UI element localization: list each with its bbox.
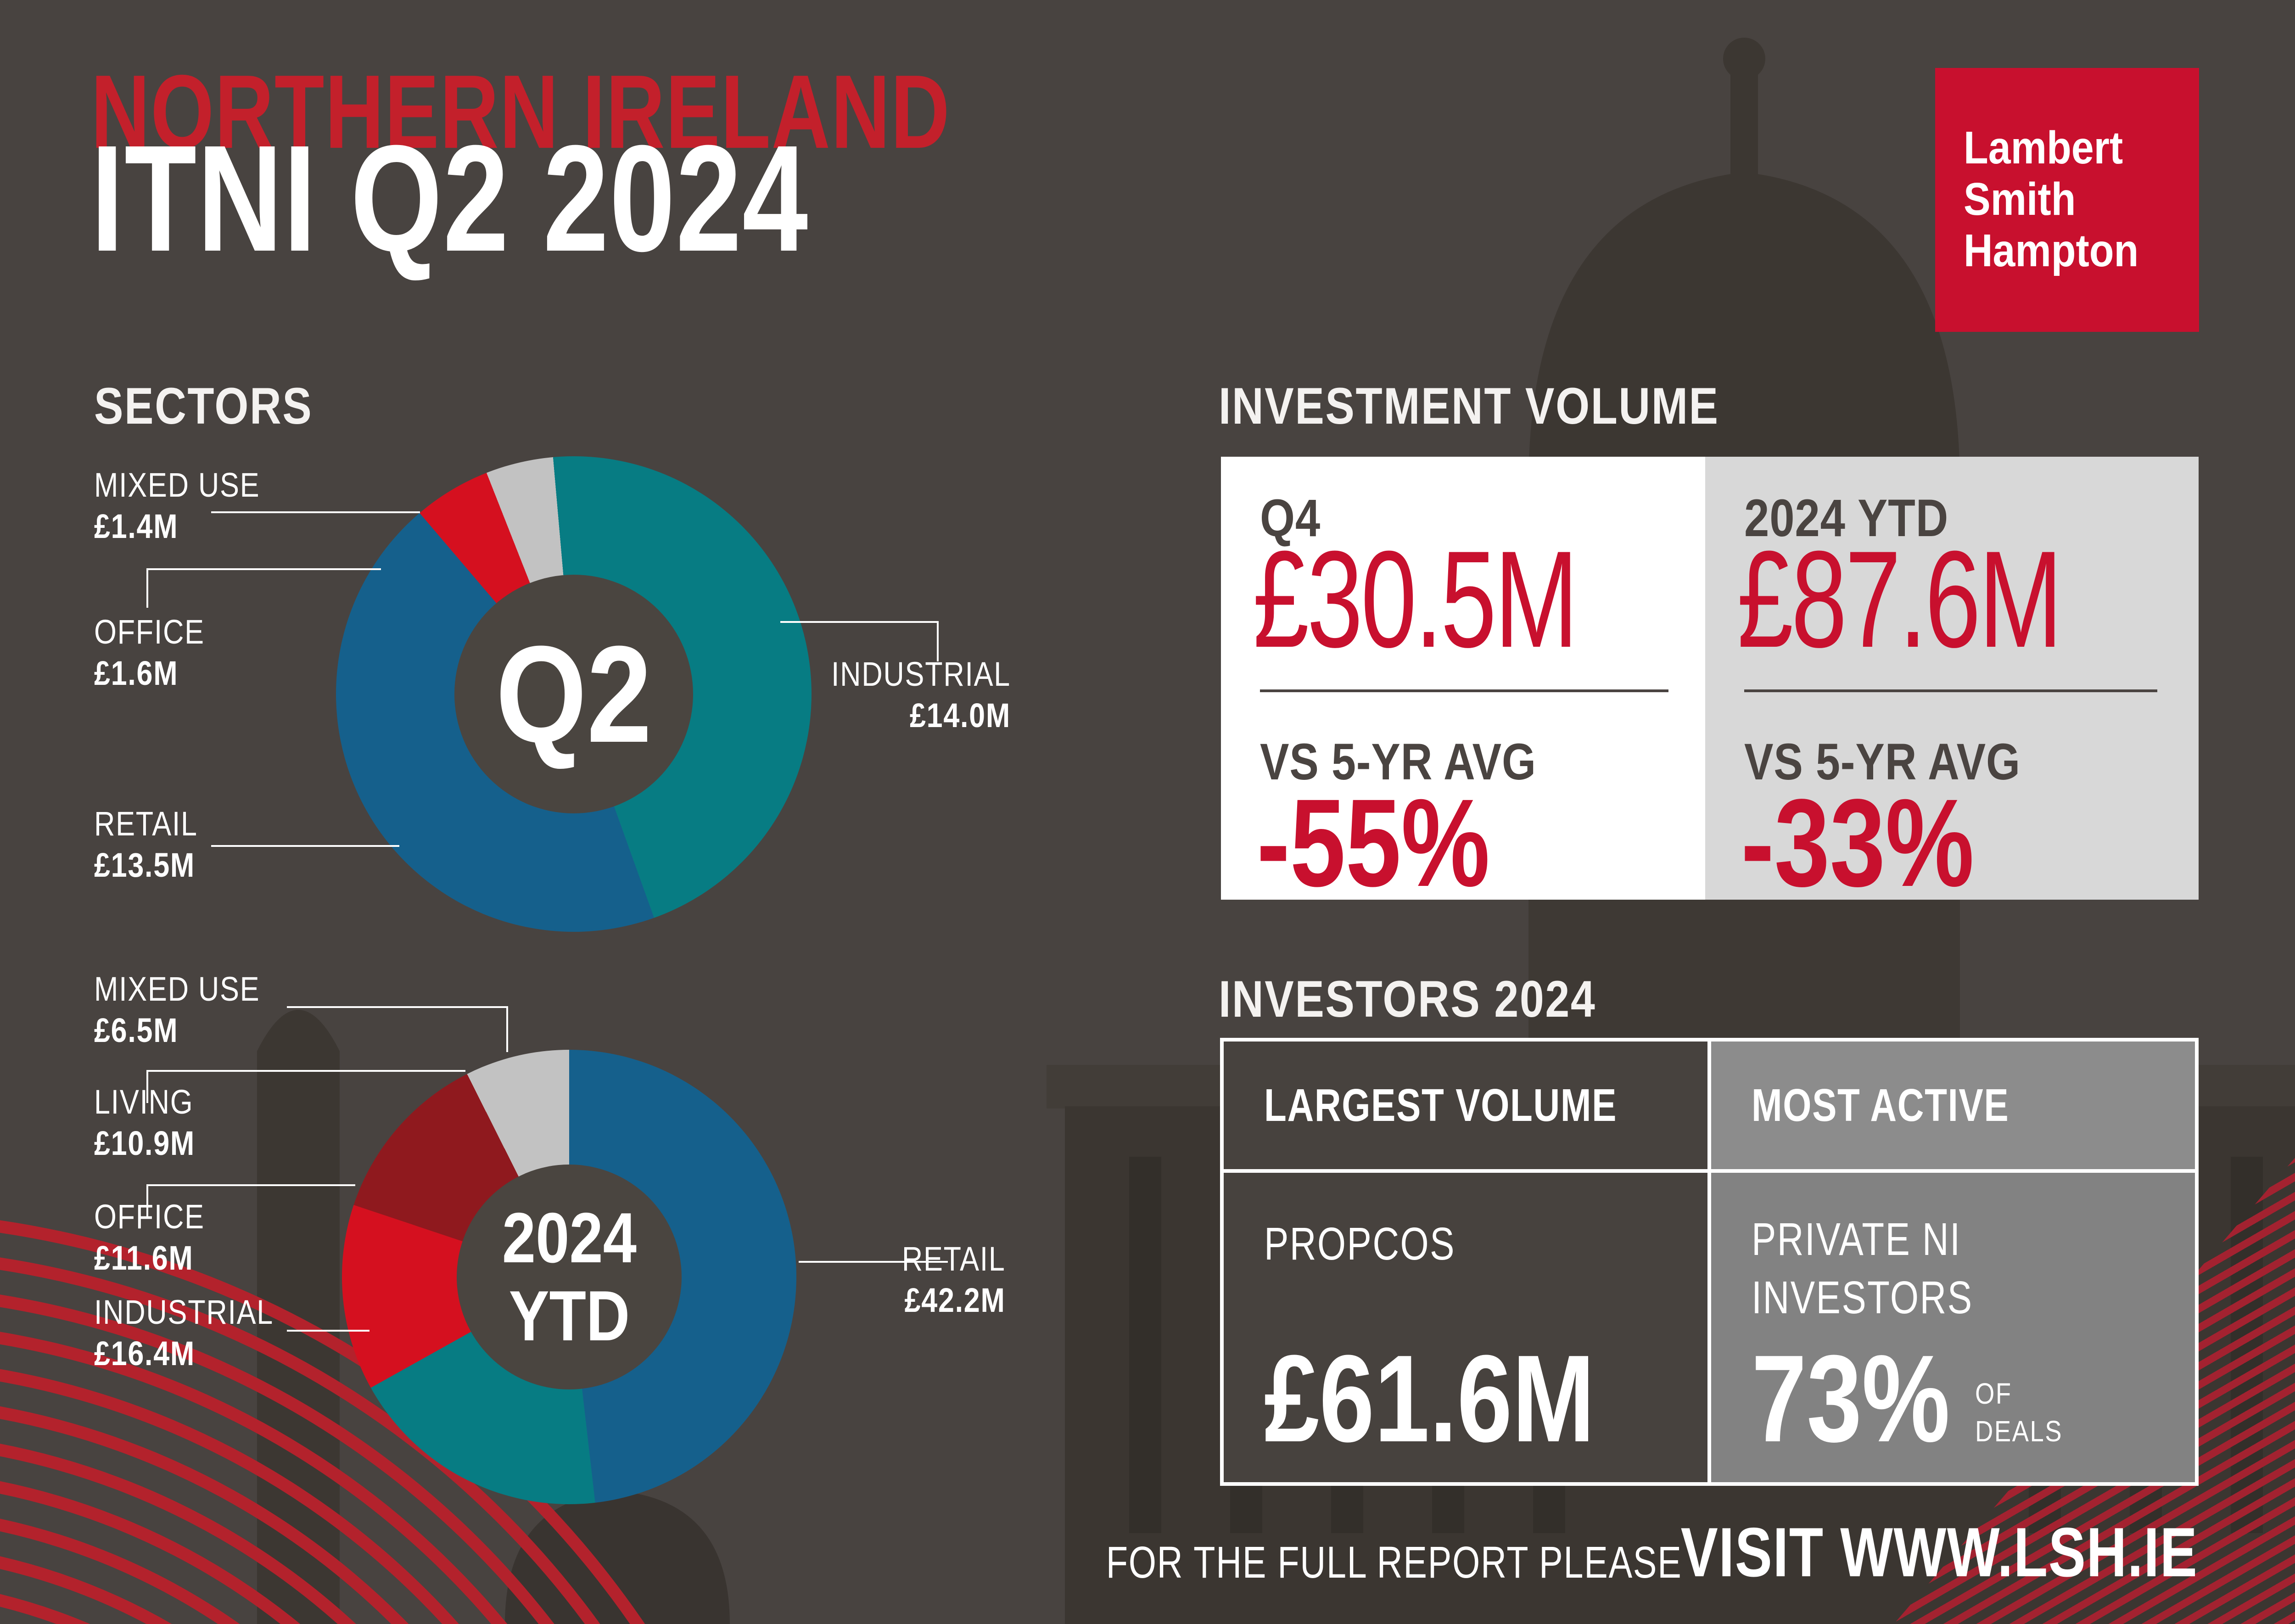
ytd-vs-avg-value: -33% — [1741, 773, 1974, 913]
investment-volume-card: Q4 £30.5M VS 5-YR AVG -55% 2024 YTD £87.… — [1221, 457, 2199, 905]
largest-volume-investor: PROPCOS — [1264, 1218, 1455, 1270]
sector-label-retail-ytd: RETAIL £42.2M — [902, 1240, 1006, 1319]
q-volume-value: £30.5M — [1253, 522, 1579, 676]
largest-volume-header-cell: LARGEST VOLUME — [1224, 1042, 1707, 1169]
ytd-period-label: 2024 YTD — [1744, 489, 1949, 548]
q-vs-avg-label: VS 5-YR AVG — [1260, 733, 1536, 790]
leader-line — [211, 511, 420, 513]
sector-label-living-ytd: LIVING £10.9M — [94, 1083, 196, 1162]
most-active-value: 73% — [1752, 1330, 1950, 1468]
leader-line — [146, 1070, 465, 1072]
leader-line — [146, 568, 381, 570]
largest-volume-body-cell: PROPCOS £61.6M — [1224, 1173, 1707, 1482]
leader-line — [287, 1330, 369, 1332]
q-period-label: Q4 — [1260, 489, 1321, 548]
q2-donut-center-label: Q2 — [495, 617, 652, 771]
divider — [1744, 689, 2157, 692]
headline-kicker: NORTHERN IRELAND — [91, 54, 951, 170]
ytd-vs-avg-label: VS 5-YR AVG — [1744, 733, 2021, 790]
leader-line — [506, 1006, 508, 1052]
lambert-smith-hampton-logo: Lambert Smith Hampton — [1935, 68, 2199, 332]
leader-line — [146, 1070, 148, 1103]
largest-volume-value: £61.6M — [1264, 1330, 1595, 1468]
sector-label-office-q2: OFFICE £1.6M — [94, 613, 205, 692]
sector-label-industrial-q2: INDUSTRIAL £14.0M — [831, 655, 1011, 734]
investors-heading: INVESTORS 2024 — [1219, 970, 1596, 1028]
page-title: ITNI Q2 2024 — [91, 113, 809, 283]
q2-donut-chart: Q2 — [336, 456, 812, 932]
footer-visit-link[interactable]: VISIT WWW.LSH.IE — [1680, 1513, 2198, 1591]
footer-text: FOR THE FULL REPORT PLEASE — [1106, 1537, 1682, 1587]
investment-ytd-panel: 2024 YTD £87.6M VS 5-YR AVG -33% — [1705, 457, 2199, 905]
of-deals-label: OF DEALS — [1975, 1377, 2063, 1448]
sector-label-industrial-ytd: INDUSTRIAL £16.4M — [94, 1293, 274, 1372]
ytd-donut-center-label: 2024 YTD — [502, 1198, 637, 1355]
sector-label-mixed-use-q2: MIXED USE £1.4M — [94, 466, 260, 545]
leader-line — [211, 845, 399, 847]
most-active-header: MOST ACTIVE — [1752, 1079, 2010, 1131]
leader-line — [146, 568, 148, 608]
leader-line — [937, 621, 939, 661]
investment-volume-heading: INVESTMENT VOLUME — [1219, 377, 1719, 435]
sector-label-office-ytd: OFFICE £11.6M — [94, 1198, 205, 1277]
sector-label-retail-q2: RETAIL £13.5M — [94, 805, 198, 884]
largest-volume-header: LARGEST VOLUME — [1264, 1079, 1618, 1131]
investment-q-panel: Q4 £30.5M VS 5-YR AVG -55% — [1221, 457, 1705, 905]
ytd-donut-chart: 2024 YTD — [342, 1050, 796, 1504]
leader-line — [146, 1184, 148, 1217]
logo-wordmark: Lambert Smith Hampton — [1964, 122, 2139, 276]
q-vs-avg-value: -55% — [1257, 773, 1490, 913]
leader-line — [287, 1006, 508, 1008]
most-active-investor: PRIVATE NI INVESTORS — [1752, 1214, 1973, 1323]
sector-label-mixed-use-ytd: MIXED USE £6.5M — [94, 970, 260, 1049]
divider — [1260, 689, 1668, 692]
leader-line — [146, 1184, 355, 1186]
leader-line — [799, 1261, 948, 1263]
most-active-header-cell: MOST ACTIVE — [1711, 1042, 2195, 1169]
ytd-volume-value: £87.6M — [1737, 522, 2063, 676]
investors-table: LARGEST VOLUME MOST ACTIVE PROPCOS £61.6… — [1220, 1038, 2199, 1486]
most-active-body-cell: PRIVATE NI INVESTORS 73% OF DEALS — [1711, 1173, 2195, 1482]
leader-line — [780, 621, 939, 623]
sectors-heading: SECTORS — [94, 377, 313, 435]
